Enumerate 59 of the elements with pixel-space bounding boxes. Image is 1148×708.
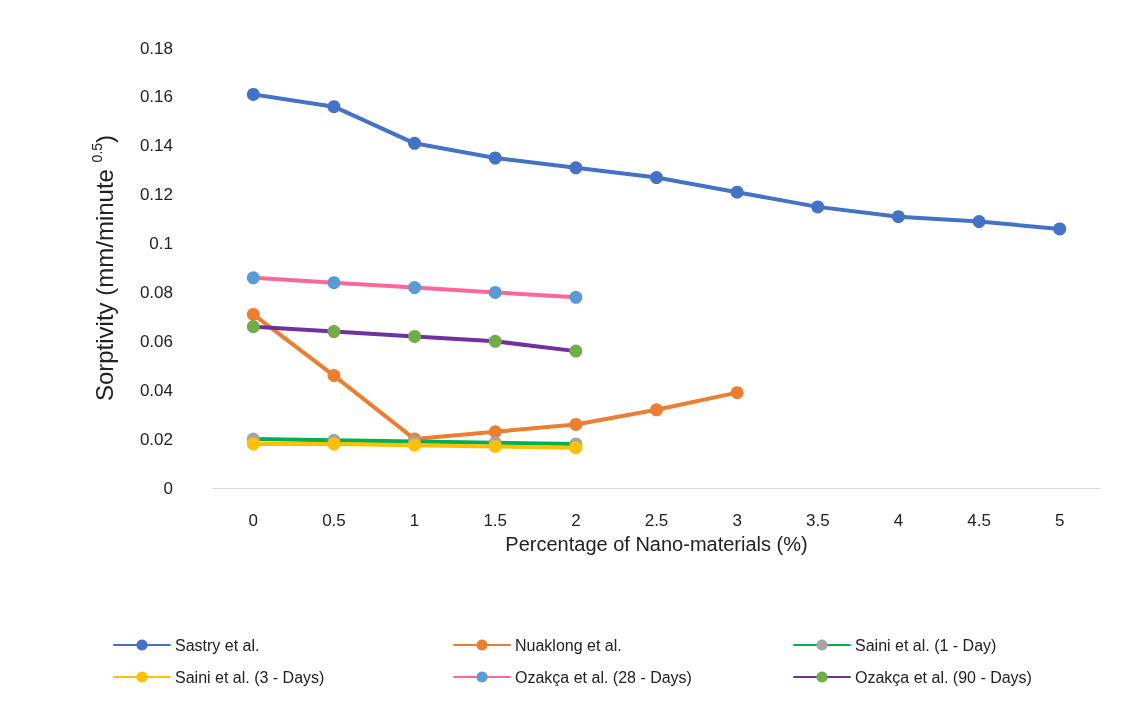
point (488, 285, 502, 299)
point (730, 386, 744, 400)
y-tick-label: 0.04 (139, 380, 173, 400)
point (811, 200, 825, 214)
y-tick-label: 0.12 (139, 185, 173, 205)
x-tick-label: 2 (571, 511, 581, 530)
legend-label: Ozakça et al. (90 - Days) (855, 668, 1032, 686)
point (891, 210, 905, 224)
point (972, 215, 986, 229)
point (246, 437, 260, 451)
point (569, 441, 583, 455)
point (408, 136, 422, 150)
y-axis-title: Sorptivity (mm/minute 0.5) (89, 134, 118, 402)
point (569, 161, 583, 175)
x-tick-label: 0.5 (322, 511, 346, 530)
point (327, 325, 341, 339)
point (246, 87, 260, 101)
point (408, 329, 422, 343)
x-tick-label: 4 (893, 511, 904, 530)
x-tick-label: 1 (409, 511, 420, 530)
point (408, 281, 422, 295)
x-axis-title: Percentage of Nano-materials (%) (505, 533, 808, 555)
point (650, 403, 663, 417)
legend-label: Saini et al. (3 - Days) (175, 668, 325, 686)
point (488, 425, 502, 439)
y-tick-label: 0.18 (139, 38, 173, 58)
point (327, 369, 341, 383)
point (327, 437, 341, 451)
legend-label: Nuaklong et al. (515, 636, 622, 654)
point (327, 100, 341, 114)
y-tick-label: 0.16 (139, 87, 173, 107)
x-tick-label: 3 (732, 511, 742, 530)
y-tick-label: 0.06 (139, 331, 173, 351)
x-tick-label: 2.5 (644, 511, 669, 530)
point (488, 334, 502, 348)
point (246, 307, 260, 321)
legend-label: Saini et al. (1 - Day) (855, 636, 997, 654)
y-tick-label: 0.1 (149, 234, 173, 254)
point (246, 320, 260, 334)
y-tick-label: 0.08 (139, 282, 173, 302)
legend-label: Ozakça et al. (28 - Days) (515, 668, 692, 686)
x-tick-label: 1.5 (483, 511, 508, 530)
point (730, 185, 744, 199)
x-tick-label: 0 (248, 511, 259, 530)
x-tick-label: 4.5 (967, 511, 991, 530)
y-tick-label: 0.02 (139, 429, 173, 449)
point (569, 344, 583, 358)
point (327, 276, 341, 290)
point (246, 271, 260, 285)
point (569, 290, 583, 304)
point (569, 417, 583, 431)
x-tick-label: 3.5 (805, 511, 830, 530)
x-tick-label: 5 (1054, 511, 1065, 530)
y-tick-label: 0 (163, 478, 173, 498)
point (488, 151, 502, 165)
point (650, 171, 663, 185)
point (1053, 222, 1067, 236)
legend-label: Sastry et al. (175, 636, 260, 654)
y-tick-label: 0.14 (139, 136, 173, 156)
